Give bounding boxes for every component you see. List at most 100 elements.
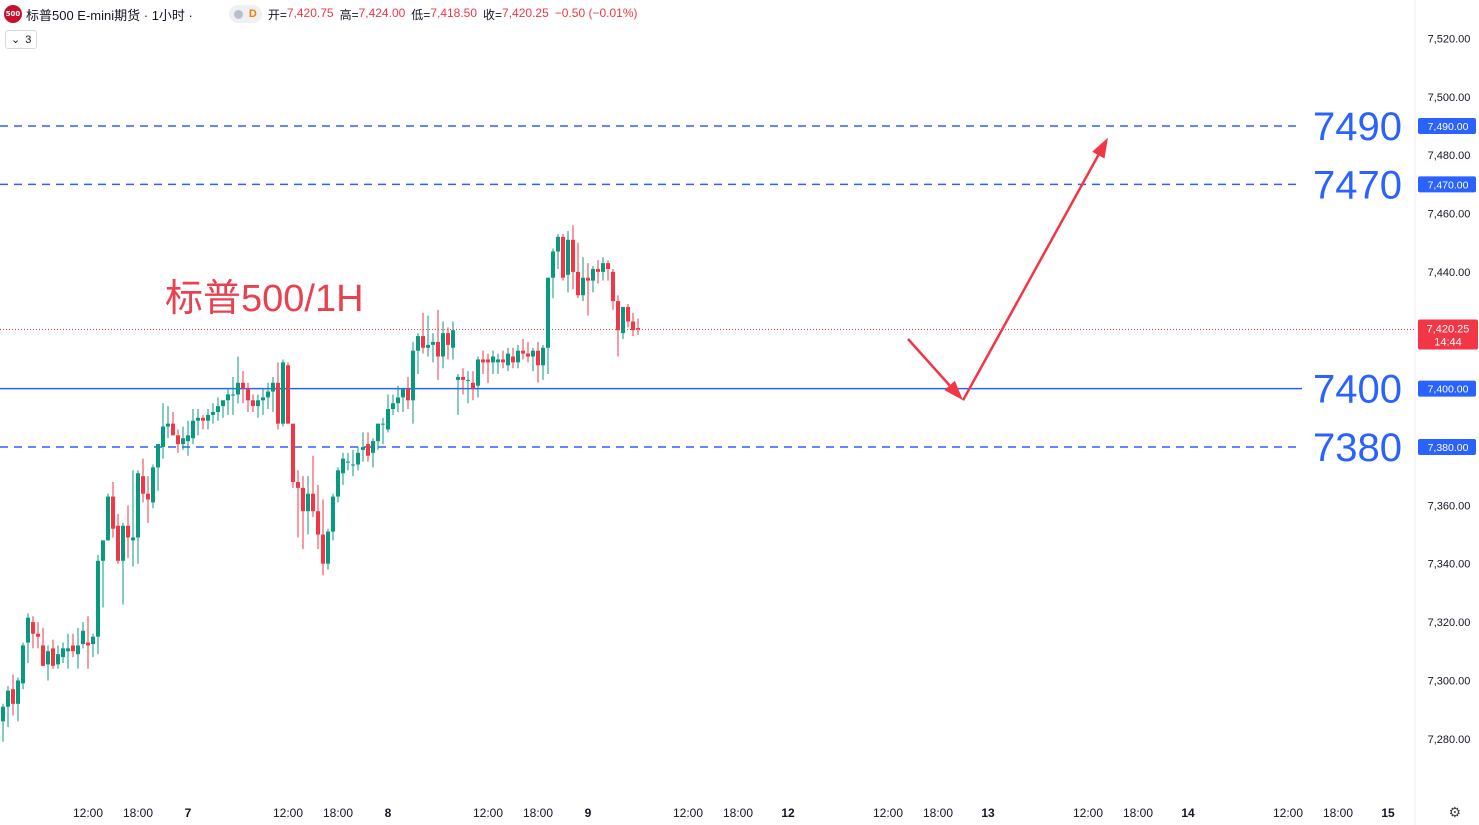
- candle-body: [406, 388, 410, 401]
- candle-body: [36, 633, 40, 637]
- time-tick-label: 12:00: [1073, 806, 1103, 820]
- candle-body: [546, 277, 550, 348]
- low-label: 低=: [411, 7, 431, 22]
- candle-body: [561, 236, 565, 278]
- time-axis[interactable]: 12:00 18:00 7 12:00 18:00 8 12:00 18:00 9 12:00 18…: [73, 806, 1395, 820]
- candle-body: [231, 394, 235, 396]
- chart-annotation: 标普500/1H: [165, 278, 364, 320]
- candle-body: [201, 417, 205, 421]
- candle-body: [96, 560, 100, 637]
- gear-icon[interactable]: ⚙: [1448, 804, 1461, 820]
- indicators-toggle-button[interactable]: ⌄ 3: [5, 30, 38, 49]
- candle-body: [56, 654, 60, 665]
- candle-body: [556, 236, 560, 252]
- time-tick-label: 18:00: [523, 806, 553, 820]
- level-label-7490: 7490: [1313, 105, 1402, 149]
- legend-header: 500 标普500 E-mini期货 · 1小时 · D 开= 7,420.75 …: [4, 4, 638, 24]
- candle-body: [76, 645, 80, 655]
- chevron-down-icon: ⌄: [11, 34, 21, 46]
- level-label-7400: 7400: [1313, 368, 1402, 412]
- candle-body: [621, 306, 625, 334]
- candle-body: [541, 347, 545, 366]
- time-tick-label: 13: [981, 806, 995, 820]
- projection-arrows: [907, 137, 1108, 401]
- candle-body: [466, 379, 470, 381]
- level-price-tag: [1418, 380, 1476, 397]
- candle-body: [571, 239, 575, 272]
- candle-body: [461, 376, 465, 380]
- candle-body: [501, 359, 505, 363]
- candle-body: [416, 336, 420, 351]
- candle-body: [581, 277, 585, 296]
- candle-body: [326, 531, 330, 564]
- price-tick-label: 7,320.00: [1428, 617, 1471, 629]
- candle-body: [411, 350, 415, 401]
- level-price-tag: [1418, 438, 1476, 455]
- price-axis[interactable]: 7,520.00 7,500.00 7,480.00 7,460.00 7,440.00…: [1418, 33, 1478, 746]
- candle-body: [191, 420, 195, 439]
- symbol-title[interactable]: 标普500 E-mini期货 · 1小时 ·: [26, 7, 193, 23]
- arrow-head: [1092, 137, 1108, 159]
- candle-body: [91, 636, 95, 644]
- last-price-value: 7,420.25: [1427, 324, 1470, 336]
- candle-body: [356, 452, 360, 465]
- candle-body: [261, 397, 265, 401]
- candle-body: [536, 350, 540, 366]
- candle-body: [496, 359, 500, 363]
- candle-body: [321, 534, 325, 564]
- candle-body: [101, 540, 105, 561]
- time-tick-label: 12:00: [73, 806, 103, 820]
- candle-body: [11, 689, 15, 704]
- candle-body: [396, 397, 400, 404]
- low-value: 7,418.50: [430, 5, 478, 20]
- open-value: 7,420.75: [286, 5, 334, 20]
- change-value: −0.50 (−0.01%): [554, 5, 638, 20]
- candle-body: [71, 645, 75, 652]
- level-price-tag-text: 7,380.00: [1428, 442, 1469, 454]
- candle-body: [616, 301, 620, 331]
- candle-body: [41, 645, 45, 666]
- candle-body: [426, 344, 430, 348]
- candles: [1, 225, 640, 742]
- level-price-tag-text: 7,490.00: [1428, 121, 1469, 133]
- candle-body: [16, 680, 20, 704]
- indicator-count: 3: [25, 33, 32, 46]
- candle-body: [376, 423, 380, 442]
- data-status-pill[interactable]: D: [228, 5, 262, 23]
- candle-body: [126, 525, 130, 538]
- candle-body: [121, 525, 125, 561]
- candle-body: [601, 263, 605, 272]
- candle-body: [246, 388, 250, 401]
- open-label: 开=: [267, 7, 287, 22]
- candle-body: [136, 473, 140, 538]
- candle-body: [511, 356, 515, 363]
- candle-body: [586, 277, 590, 281]
- time-tick-label: 18:00: [723, 806, 753, 820]
- time-tick-label: 7: [185, 806, 192, 820]
- close-value: 7,420.25: [502, 5, 549, 20]
- time-tick-label: 12:00: [473, 806, 503, 820]
- candle-body: [431, 341, 435, 345]
- time-tick-label: 9: [585, 806, 592, 820]
- time-tick-label: 18:00: [323, 806, 353, 820]
- candle-body: [226, 394, 230, 401]
- candle-body: [351, 464, 355, 466]
- time-tick-label: 12:00: [673, 806, 703, 820]
- price-tick-label: 7,440.00: [1428, 267, 1471, 279]
- symbol-logo-icon[interactable]: 500: [4, 5, 22, 23]
- candle-body: [186, 435, 190, 442]
- close-label: 收=: [483, 7, 503, 22]
- time-tick-label: 14: [1181, 806, 1195, 820]
- delayed-data-label: D: [248, 8, 257, 20]
- candle-body: [596, 268, 600, 272]
- level-price-tag-text: 7,400.00: [1428, 384, 1469, 396]
- candle-body: [156, 444, 160, 468]
- ohlc-values: 开= 7,420.75 高= 7,424.00 低= 7,418.50 收= 7,420…: [268, 6, 638, 23]
- candle-body: [366, 444, 370, 456]
- candle-body: [311, 493, 315, 512]
- price-tick-label: 7,360.00: [1428, 500, 1471, 512]
- candle-body: [296, 482, 300, 488]
- candle-body: [141, 476, 145, 494]
- candle-body: [111, 496, 115, 529]
